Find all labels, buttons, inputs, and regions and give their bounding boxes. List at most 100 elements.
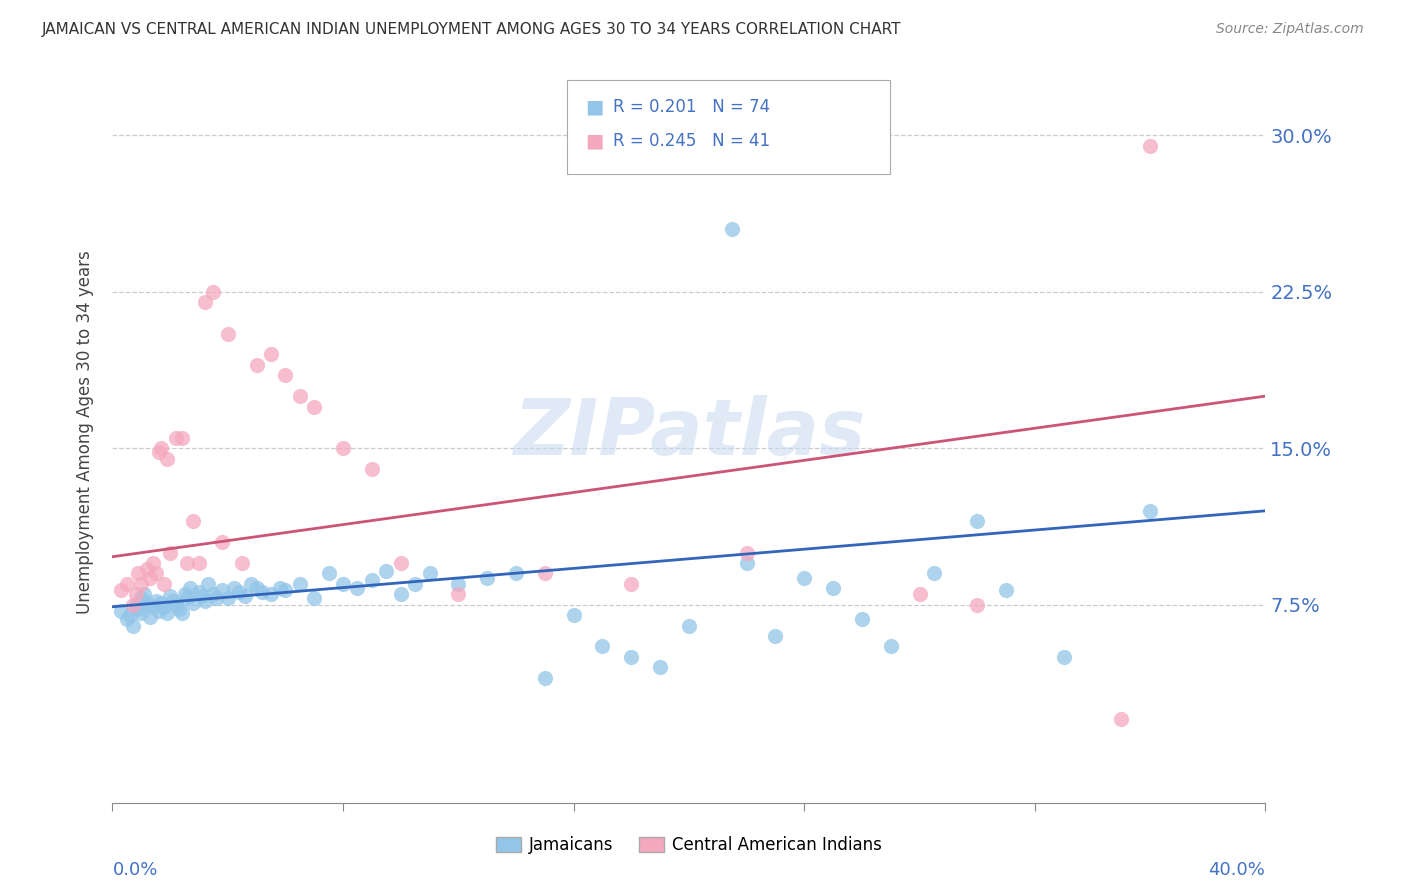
- Point: [129, 577, 153, 591]
- Point: [765, 629, 787, 643]
- Point: [127, 602, 149, 616]
- Point: [288, 389, 311, 403]
- Point: [139, 570, 162, 584]
- Point: [304, 591, 326, 606]
- Point: [620, 649, 643, 664]
- Point: [159, 590, 181, 604]
- Point: [360, 462, 382, 476]
- Point: [1053, 649, 1076, 664]
- Point: [110, 604, 132, 618]
- Point: [562, 608, 585, 623]
- Point: [150, 442, 173, 456]
- Point: [389, 556, 412, 570]
- Point: [735, 556, 758, 570]
- Point: [288, 577, 311, 591]
- Point: [205, 591, 228, 606]
- Point: [136, 596, 159, 610]
- Point: [1111, 712, 1133, 726]
- Point: [176, 556, 198, 570]
- Point: [139, 610, 162, 624]
- Point: [721, 222, 744, 236]
- Point: [419, 566, 441, 581]
- Point: [153, 599, 176, 614]
- Point: [304, 400, 326, 414]
- Point: [136, 562, 159, 576]
- Point: [1139, 139, 1161, 153]
- Point: [995, 583, 1018, 598]
- Point: [115, 612, 138, 626]
- Point: [534, 671, 557, 685]
- Point: [194, 295, 217, 310]
- Point: [202, 587, 225, 601]
- Text: R = 0.201   N = 74: R = 0.201 N = 74: [613, 98, 770, 116]
- Point: [211, 535, 233, 549]
- Point: [170, 606, 193, 620]
- Text: ZIPatlas: ZIPatlas: [513, 394, 865, 471]
- Point: [159, 545, 181, 559]
- Point: [260, 587, 283, 601]
- Point: [188, 585, 211, 599]
- Point: [110, 583, 132, 598]
- Point: [121, 618, 143, 632]
- Point: [1139, 504, 1161, 518]
- Point: [148, 445, 170, 459]
- Point: [346, 581, 368, 595]
- Point: [447, 577, 470, 591]
- Point: [173, 587, 195, 601]
- Point: [202, 285, 225, 299]
- Point: [145, 593, 167, 607]
- Point: [505, 566, 527, 581]
- Text: R = 0.245   N = 41: R = 0.245 N = 41: [613, 132, 770, 150]
- Point: [274, 368, 297, 383]
- Point: [620, 577, 643, 591]
- Point: [222, 581, 245, 595]
- Point: [145, 566, 167, 581]
- Point: [191, 590, 214, 604]
- Point: [211, 583, 233, 598]
- Point: [142, 599, 165, 614]
- Point: [389, 587, 412, 601]
- Point: [246, 358, 269, 372]
- Point: [115, 577, 138, 591]
- Point: [534, 566, 557, 581]
- Text: ■: ■: [585, 131, 603, 151]
- Point: [231, 556, 253, 570]
- Point: [239, 577, 262, 591]
- Point: [167, 602, 190, 616]
- Point: [134, 587, 156, 601]
- Point: [592, 640, 614, 654]
- Point: [217, 326, 239, 341]
- Point: [475, 570, 499, 584]
- Point: [118, 608, 141, 623]
- Point: [360, 573, 382, 587]
- Text: JAMAICAN VS CENTRAL AMERICAN INDIAN UNEMPLOYMENT AMONG AGES 30 TO 34 YEARS CORRE: JAMAICAN VS CENTRAL AMERICAN INDIAN UNEM…: [42, 22, 901, 37]
- Point: [233, 590, 256, 604]
- Point: [821, 581, 844, 595]
- Point: [121, 598, 143, 612]
- Point: [162, 593, 184, 607]
- Text: Source: ZipAtlas.com: Source: ZipAtlas.com: [1216, 22, 1364, 37]
- Point: [851, 612, 873, 626]
- Point: [165, 598, 187, 612]
- Point: [153, 577, 176, 591]
- Text: ■: ■: [585, 97, 603, 117]
- Point: [170, 431, 193, 445]
- Point: [129, 591, 153, 606]
- Point: [966, 514, 988, 528]
- Point: [650, 660, 672, 674]
- Point: [181, 514, 204, 528]
- Point: [181, 596, 204, 610]
- Point: [197, 577, 219, 591]
- Point: [375, 564, 398, 578]
- Text: 0.0%: 0.0%: [112, 861, 157, 880]
- Point: [124, 598, 146, 612]
- Point: [447, 587, 470, 601]
- Point: [318, 566, 340, 581]
- Point: [176, 591, 198, 606]
- Point: [188, 556, 211, 570]
- Point: [793, 570, 815, 584]
- Point: [127, 566, 149, 581]
- Text: 40.0%: 40.0%: [1209, 861, 1265, 880]
- Point: [678, 618, 700, 632]
- Point: [332, 442, 354, 456]
